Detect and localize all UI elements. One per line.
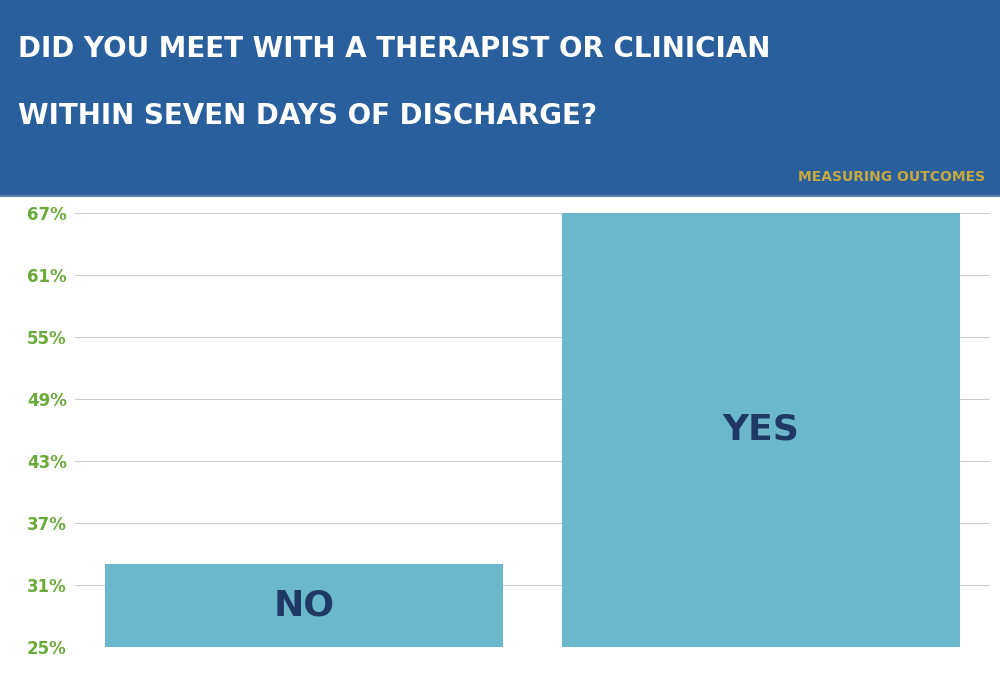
Text: NO: NO xyxy=(273,588,334,623)
Text: MEASURING OUTCOMES: MEASURING OUTCOMES xyxy=(798,171,985,184)
Bar xyxy=(105,564,503,688)
Text: WITHIN SEVEN DAYS OF DISCHARGE?: WITHIN SEVEN DAYS OF DISCHARGE? xyxy=(18,102,597,130)
Text: DID YOU MEET WITH A THERAPIST OR CLINICIAN: DID YOU MEET WITH A THERAPIST OR CLINICI… xyxy=(18,35,770,63)
Text: YES: YES xyxy=(723,413,800,447)
Bar xyxy=(562,213,960,688)
